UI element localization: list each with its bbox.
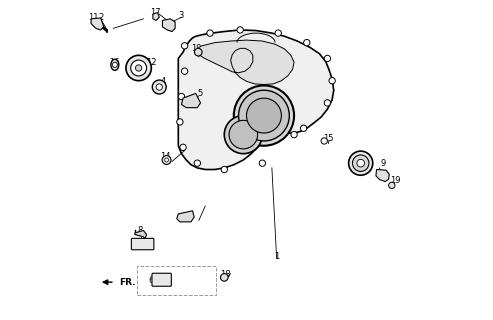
Circle shape [131,60,146,76]
Polygon shape [197,40,294,84]
Circle shape [349,151,373,175]
Text: 8: 8 [137,226,142,235]
Text: 9: 9 [380,159,386,168]
Text: 2: 2 [98,13,103,22]
Circle shape [291,132,297,138]
Circle shape [136,65,142,71]
Circle shape [246,98,282,133]
Text: 19: 19 [389,176,400,185]
Circle shape [162,156,171,164]
Text: 11: 11 [88,13,99,22]
Circle shape [388,182,395,188]
Circle shape [324,55,331,62]
Circle shape [329,77,335,84]
Polygon shape [135,230,146,239]
Text: 1: 1 [274,252,279,260]
Polygon shape [153,12,159,20]
Polygon shape [376,170,389,181]
Text: 19: 19 [191,44,202,52]
Circle shape [324,100,331,106]
Circle shape [234,85,294,146]
Circle shape [178,93,185,100]
Text: FR.: FR. [119,278,136,287]
Text: 15: 15 [323,134,333,143]
Circle shape [259,160,266,166]
Text: 6: 6 [149,276,154,285]
Circle shape [176,119,183,125]
Text: 7: 7 [137,236,142,244]
Text: 17: 17 [150,8,161,17]
Text: 5: 5 [197,89,202,98]
Circle shape [180,144,186,150]
Text: 14: 14 [160,152,171,161]
Circle shape [165,158,169,162]
Circle shape [229,120,258,149]
Polygon shape [176,211,194,222]
Circle shape [304,39,310,46]
Text: 12: 12 [146,59,157,68]
Circle shape [220,274,228,281]
Circle shape [321,138,327,144]
Circle shape [224,116,262,154]
Circle shape [194,160,201,166]
FancyBboxPatch shape [152,273,172,286]
Text: 13: 13 [354,161,365,170]
Circle shape [181,68,188,74]
Bar [137,266,216,295]
Circle shape [156,84,162,90]
FancyBboxPatch shape [131,238,154,250]
Ellipse shape [111,59,119,70]
Circle shape [152,80,166,94]
Polygon shape [178,30,334,170]
Text: 3: 3 [178,12,183,20]
Circle shape [221,166,227,173]
Circle shape [126,55,151,81]
Circle shape [237,27,244,33]
Circle shape [352,155,369,172]
Text: 10: 10 [182,213,193,222]
Text: 4: 4 [161,77,166,86]
Circle shape [112,62,117,68]
Circle shape [194,48,202,56]
Circle shape [357,159,364,167]
Circle shape [239,90,289,141]
Polygon shape [91,18,104,30]
Polygon shape [181,93,201,108]
Circle shape [300,125,307,132]
Polygon shape [162,19,175,32]
Text: 16: 16 [109,58,120,67]
Circle shape [207,30,213,36]
Circle shape [181,43,188,49]
Text: 18: 18 [220,270,231,279]
Circle shape [275,30,282,36]
